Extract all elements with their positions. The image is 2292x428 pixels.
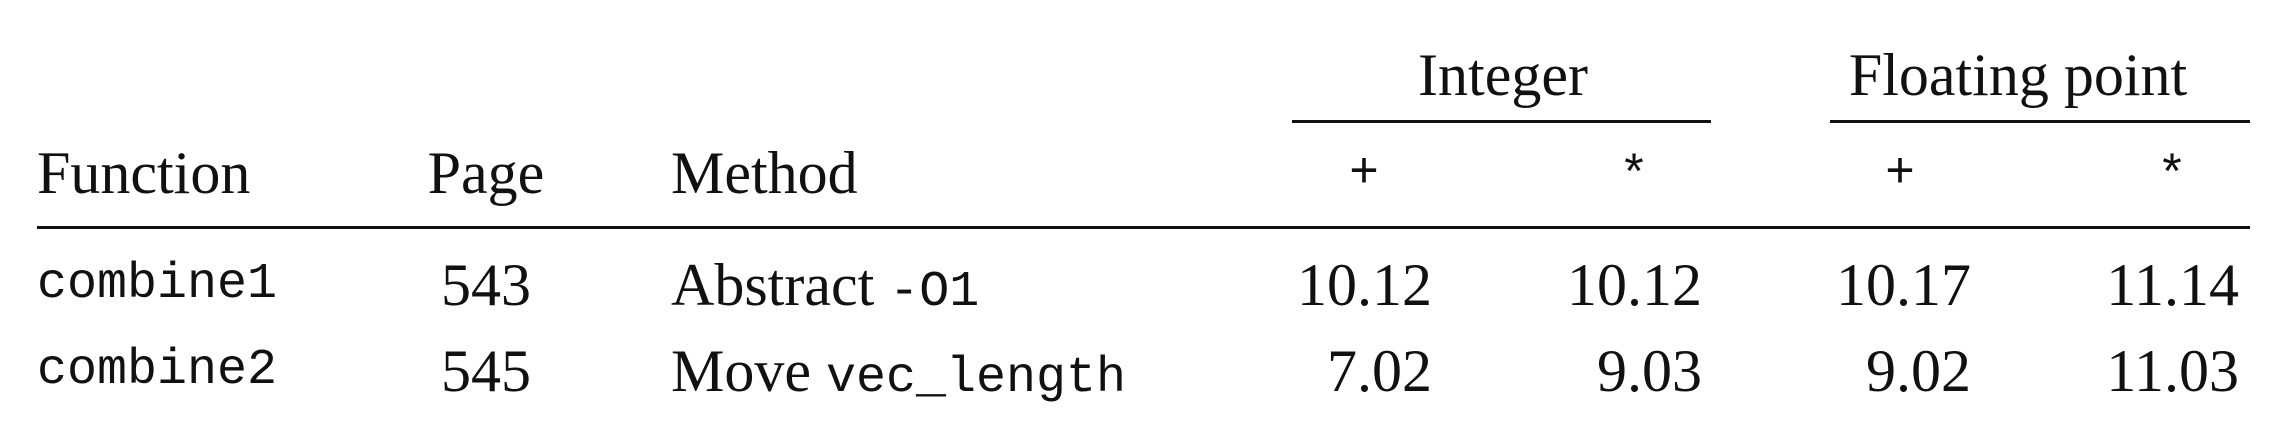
column-header-page: Page [427, 140, 545, 206]
column-header-integer-multiply: * [1618, 149, 1650, 206]
row-int-add: 7.02 [1327, 338, 1432, 404]
row-method-code: vec_length [825, 350, 1127, 407]
row-fp-add: 10.17 [1836, 252, 1971, 318]
column-header-method: Method [671, 140, 858, 206]
row-method: Abstract -O1 [671, 255, 979, 318]
row-function: combine1 [37, 256, 278, 313]
row-int-mul: 9.03 [1597, 338, 1702, 404]
row-int-mul: 10.12 [1567, 252, 1702, 318]
row-int-add: 10.12 [1297, 252, 1432, 318]
column-header-function: Function [37, 140, 251, 206]
row-method-text: Abstract [671, 252, 890, 318]
row-fp-mul: 11.03 [2106, 338, 2239, 404]
row-page: 543 [441, 252, 531, 318]
row-fp-add: 9.02 [1866, 338, 1971, 404]
row-method-text: Move [671, 338, 826, 404]
column-header-integer-add: + [1348, 146, 1380, 203]
group-rule-integer [1292, 120, 1711, 123]
row-page: 545 [441, 338, 531, 404]
row-method: Move vec_length [671, 341, 1126, 404]
row-function: combine2 [37, 342, 278, 399]
group-rule-floating-point [1830, 120, 2250, 123]
group-header-floating-point: Floating point [1848, 42, 2188, 108]
group-header-integer: Integer [1418, 42, 1588, 108]
row-fp-mul: 11.14 [2106, 252, 2239, 318]
column-header-float-add: + [1884, 146, 1916, 203]
row-method-code: -O1 [889, 264, 980, 321]
column-header-float-multiply: * [2156, 149, 2188, 206]
header-rule [37, 226, 2250, 229]
